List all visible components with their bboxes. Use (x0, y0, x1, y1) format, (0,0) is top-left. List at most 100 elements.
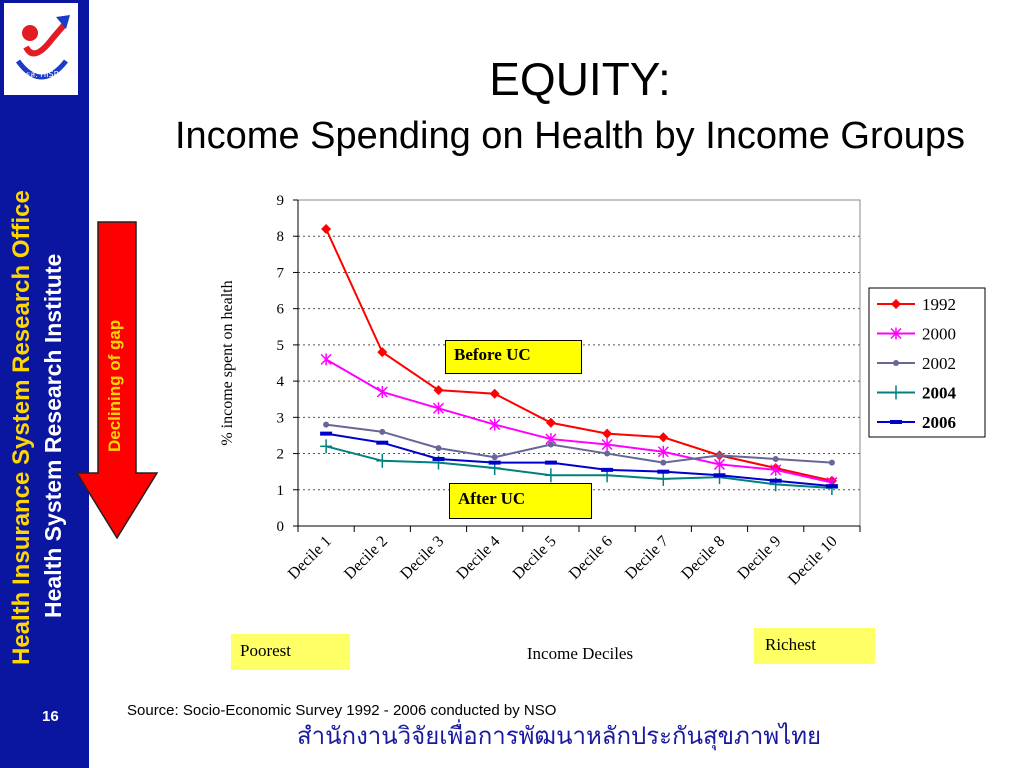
marker-plus (657, 471, 670, 486)
chart-series (320, 223, 838, 495)
marker-circle (772, 455, 779, 462)
marker-circle (828, 459, 835, 466)
marker-dash (320, 431, 333, 436)
richest-label: Richest (754, 628, 875, 664)
legend-label: 2002 (922, 354, 956, 373)
series-1992 (321, 223, 837, 486)
marker-dash (890, 420, 902, 424)
y-tick-label: 8 (277, 229, 285, 245)
x-tick-label: Decile 1 (285, 533, 335, 583)
marker-plus (320, 439, 333, 454)
y-tick-label: 9 (277, 193, 285, 209)
marker-plus (890, 385, 902, 400)
y-tick-label: 3 (277, 410, 285, 426)
marker-circle (435, 445, 442, 452)
poorest-label: Poorest (231, 634, 350, 670)
marker-dash (601, 467, 614, 472)
legend-label: 2000 (922, 325, 956, 344)
logo-icon: สวรส. HISRO (15, 15, 70, 80)
y-tick-label: 0 (277, 519, 285, 535)
x-tick-label: Decile 7 (622, 533, 672, 583)
y-tick-label: 2 (277, 447, 285, 463)
marker-diamond (489, 388, 500, 399)
x-tick-label: Decile 2 (341, 533, 391, 583)
x-axis-label: Income Deciles (527, 644, 633, 663)
marker-star (657, 445, 669, 458)
marker-dash (825, 484, 838, 489)
y-axis: 0 1 2 3 4 5 6 7 8 9 (277, 193, 299, 535)
marker-plus (544, 468, 557, 483)
marker-circle (716, 452, 723, 459)
marker-circle (379, 428, 386, 435)
series-2006 (320, 431, 838, 489)
marker-star (770, 463, 782, 476)
series-2000 (320, 353, 838, 489)
marker-plus (376, 453, 389, 468)
page-number: 16 (42, 708, 59, 725)
x-tick-label: Decile 5 (510, 533, 560, 583)
after-uc-label: After UC (449, 483, 592, 519)
series-2002 (323, 421, 835, 466)
x-tick-label: Decile 10 (785, 533, 841, 589)
marker-circle (660, 459, 667, 466)
marker-diamond (377, 347, 388, 358)
marker-circle (893, 360, 899, 366)
series-line-1992 (325, 228, 833, 482)
marker-star (432, 402, 445, 415)
marker-star (890, 327, 902, 340)
y-tick-label: 4 (277, 374, 285, 390)
marker-circle (604, 450, 611, 457)
y-tick-label: 5 (277, 338, 285, 354)
marker-circle (547, 441, 554, 448)
marker-diamond (602, 428, 613, 439)
marker-star (489, 418, 501, 431)
x-tick-label: Decile 3 (397, 533, 447, 583)
marker-diamond (658, 432, 669, 443)
marker-dash (713, 473, 726, 478)
slide-title: EQUITY: (489, 53, 671, 105)
sidebar: สวรส. HISRO Health Insurance System Rese… (0, 0, 89, 768)
x-tick-label: Decile 6 (566, 533, 616, 583)
slide-subtitle: Income Spending on Health by Income Grou… (174, 115, 966, 157)
x-tick-label: Decile 8 (678, 533, 728, 583)
marker-diamond (433, 385, 444, 396)
x-axis: Decile 1 Decile 2 Decile 3 Decile 4 Decile 5… (285, 525, 861, 589)
series-line-2004 (325, 445, 832, 489)
logo-text: สวรส. HISRO (17, 70, 66, 79)
x-tick-label: Decile 4 (454, 533, 504, 583)
series-line-2000 (325, 358, 833, 484)
logo: สวรส. HISRO (4, 3, 78, 95)
marker-star (601, 438, 613, 451)
legend-item-2006: 2006 (877, 413, 956, 432)
marker-diamond (321, 223, 332, 234)
series-line-2006 (325, 432, 832, 488)
y-tick-label: 6 (277, 302, 285, 318)
y-axis-label: % income spent on health (219, 280, 236, 445)
legend-item-2002: 2002 (877, 354, 956, 373)
marker-circle (491, 454, 498, 461)
chart-legend: 1992 2000 2002 2004 2006 (868, 287, 986, 438)
legend-label: 1992 (922, 295, 956, 314)
before-uc-label: Before UC (445, 340, 582, 374)
legend-label: 2004 (922, 384, 957, 403)
x-tick-label: Decile 9 (735, 533, 785, 583)
marker-star (376, 385, 388, 398)
marker-diamond (545, 417, 556, 428)
marker-dash (657, 469, 670, 474)
marker-diamond (891, 299, 901, 309)
y-tick-label: 7 (277, 265, 285, 281)
marker-dash (544, 460, 557, 465)
legend-item-2004: 2004 (877, 384, 957, 403)
legend-label: 2006 (922, 413, 956, 432)
source-note: Source: Socio-Economic Survey 1992 - 200… (127, 702, 557, 719)
marker-dash (769, 478, 782, 483)
marker-star (320, 353, 332, 366)
marker-dash (376, 440, 389, 445)
legend-item-2000: 2000 (877, 325, 956, 344)
y-tick-label: 1 (277, 483, 285, 499)
marker-dash (488, 460, 501, 465)
marker-star (713, 458, 726, 471)
footer-thai: สำนักงานวิจัยเพื่อการพัฒนาหลักประกันสุขภ… (297, 723, 822, 750)
series-line-2002 (325, 423, 832, 464)
